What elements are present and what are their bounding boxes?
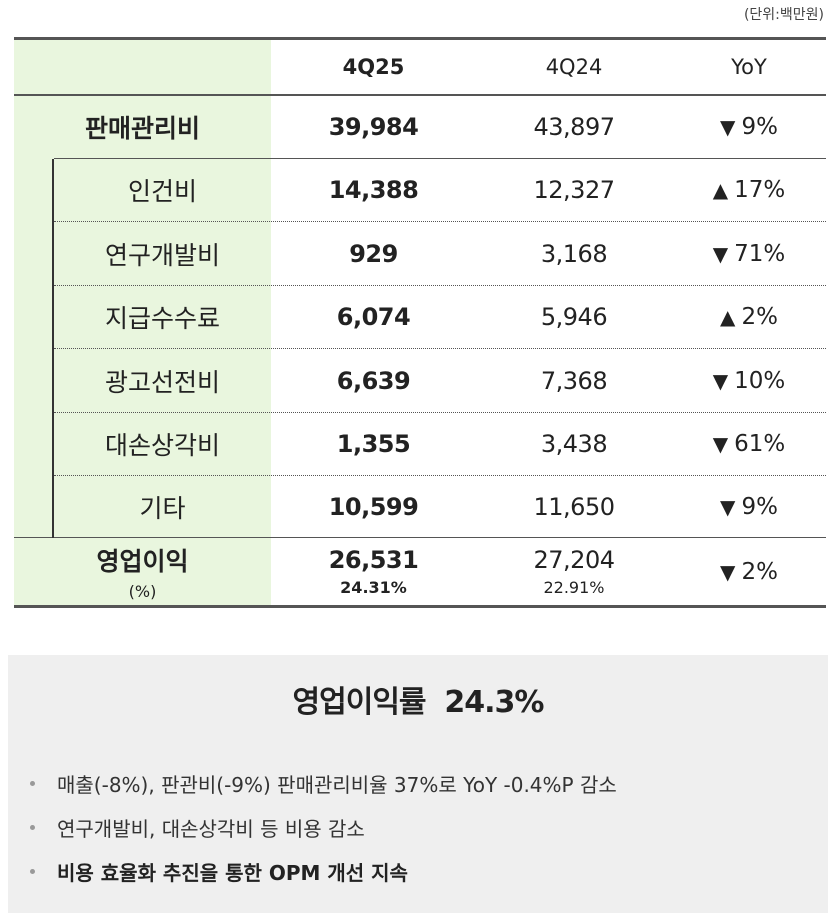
down-triangle-icon: ▼ (720, 559, 736, 584)
sga-table: 4Q25 4Q24 YoY 판매관리비 39,984 43,897 ▼ 9% 인… (14, 37, 826, 608)
list-item: 비용 효율화 추진을 통한 OPM 개선 지속 (28, 849, 617, 893)
item-label: 광고선전비 (104, 367, 220, 397)
row-divider (54, 475, 826, 476)
top-rule (14, 37, 826, 40)
bullet-icon (30, 780, 35, 786)
op-4q25-margin: 24.31% (340, 578, 407, 597)
down-triangle-icon: ▼ (720, 115, 736, 139)
item-4q24: 12,327 (533, 176, 615, 204)
item-4q25: 1,355 (336, 430, 411, 458)
up-triangle-icon: ▲ (720, 305, 736, 329)
down-triangle-icon: ▼ (712, 241, 729, 266)
bullet-text: 매출(-8%), 판관비(-9%) 판매관리비율 37%로 YoY -0.4%P… (57, 772, 617, 797)
op-4q25: 26,531 (328, 546, 419, 574)
header-4q24: 4Q24 (545, 55, 603, 79)
op-row: 영업이익 (%) 26,531 24.31% 27,204 22.91% ▼ 2… (14, 538, 826, 605)
yoy-value: 2% (741, 304, 778, 330)
summary-bullets: 매출(-8%), 판관비(-9%) 판매관리비율 37%로 YoY -0.4%P… (28, 761, 617, 893)
total-rule (54, 158, 826, 159)
header-label (14, 40, 271, 94)
item-yoy: ▼ 10% (672, 349, 826, 412)
op-4q24: 27,204 (533, 546, 615, 574)
item-4q25: 929 (349, 239, 398, 268)
item-yoy: ▼ 71% (672, 222, 826, 285)
item-4q24: 3,168 (540, 239, 608, 268)
op-4q24-margin: 22.91% (543, 578, 605, 597)
item-yoy: ▲ 2% (672, 286, 826, 348)
table-row: 광고선전비 6,639 7,368 ▼ 10% (14, 349, 826, 412)
item-label: 기타 (139, 493, 186, 523)
header-row: 4Q25 4Q24 YoY (14, 40, 826, 94)
item-label: 지급수수료 (104, 304, 220, 333)
list-item: 매출(-8%), 판관비(-9%) 판매관리비율 37%로 YoY -0.4%P… (28, 761, 617, 805)
down-triangle-icon: ▼ (720, 494, 736, 519)
op-4q24-cell: 27,204 22.91% (476, 538, 672, 605)
op-rule (14, 537, 826, 538)
op-label: 영업이익 (96, 547, 189, 576)
down-triangle-icon: ▼ (712, 432, 729, 456)
label-column-background (14, 37, 271, 608)
item-label: 대손상각비 (104, 431, 220, 460)
item-label: 연구개발비 (104, 240, 220, 270)
row-divider (54, 221, 826, 222)
row-divider (54, 348, 826, 349)
table-row: 인건비 14,388 12,327 ▲ 17% (14, 159, 826, 221)
table-row: 지급수수료 6,074 5,946 ▲ 2% (14, 286, 826, 348)
item-label: 인건비 (127, 177, 197, 206)
total-label: 판매관리비 (84, 114, 200, 143)
bullet-icon (30, 824, 35, 830)
op-label-cell: 영업이익 (%) (14, 538, 271, 605)
bullet-text: 연구개발비, 대손상각비 등 비용 감소 (57, 816, 365, 841)
item-4q25: 10,599 (328, 492, 419, 521)
yoy-value: 61% (734, 431, 786, 457)
yoy-value: 2% (741, 558, 778, 585)
list-item: 연구개발비, 대손상각비 등 비용 감소 (28, 805, 617, 849)
header-yoy: YoY (731, 55, 767, 79)
item-4q24: 5,946 (540, 303, 608, 331)
item-yoy: ▼ 9% (672, 476, 826, 537)
summary-title: 영업이익률 24.3% (292, 685, 545, 720)
total-row: 판매관리비 39,984 43,897 ▼ 9% (14, 96, 826, 158)
yoy-value: 9% (741, 114, 778, 140)
yoy-value: 71% (734, 240, 786, 267)
header-rule (14, 94, 826, 96)
yoy-value: 9% (741, 493, 778, 520)
yoy-value: 10% (734, 367, 786, 394)
item-4q25: 6,074 (336, 303, 411, 331)
item-yoy: ▼ 61% (672, 413, 826, 475)
table-row: 대손상각비 1,355 3,438 ▼ 61% (14, 413, 826, 475)
bottom-rule (14, 605, 826, 608)
total-4q25: 39,984 (328, 113, 419, 141)
item-4q25: 6,639 (336, 366, 411, 395)
row-divider (54, 285, 826, 286)
group-bracket (52, 159, 54, 538)
item-4q24: 11,650 (533, 492, 615, 521)
op-sublabel: (%) (128, 582, 157, 601)
bullet-text: 비용 효율화 추진을 통한 OPM 개선 지속 (57, 860, 408, 885)
table-row: 연구개발비 929 3,168 ▼ 71% (14, 222, 826, 285)
up-triangle-icon: ▲ (712, 178, 729, 202)
yoy-value: 17% (734, 177, 786, 203)
table-row: 기타 10,599 11,650 ▼ 9% (14, 476, 826, 537)
summary-box: 영업이익률 24.3% 매출(-8%), 판관비(-9%) 판매관리비율 37%… (8, 655, 828, 913)
item-4q24: 7,368 (540, 366, 608, 395)
item-4q25: 14,388 (328, 176, 419, 204)
row-divider (54, 412, 826, 413)
total-yoy: ▼ 9% (672, 96, 826, 158)
header-4q25: 4Q25 (342, 55, 405, 79)
op-4q25-cell: 26,531 24.31% (271, 538, 476, 605)
op-yoy: ▼ 2% (672, 538, 826, 605)
item-yoy: ▲ 17% (672, 159, 826, 221)
down-triangle-icon: ▼ (712, 368, 729, 393)
total-4q24: 43,897 (533, 113, 615, 141)
bullet-icon (30, 868, 35, 874)
unit-note: (단위:백만원) (743, 7, 824, 23)
item-4q24: 3,438 (540, 430, 608, 458)
